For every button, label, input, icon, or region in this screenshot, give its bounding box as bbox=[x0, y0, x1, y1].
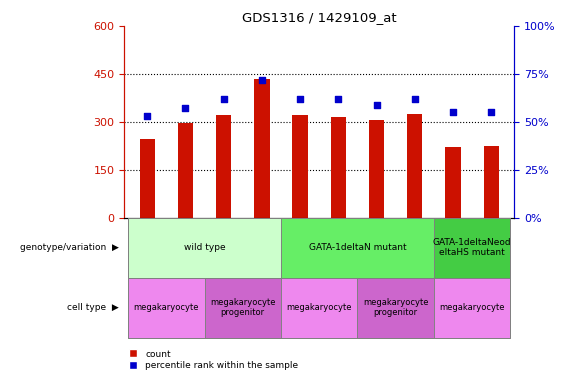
Bar bbox=[281, 217, 434, 278]
Bar bbox=[140, 140, 155, 218]
Point bbox=[334, 96, 343, 102]
Bar bbox=[281, 278, 358, 338]
Bar bbox=[205, 278, 281, 338]
Point bbox=[258, 77, 267, 83]
Bar bbox=[445, 147, 460, 218]
Bar bbox=[128, 217, 281, 278]
Point bbox=[295, 96, 305, 102]
Bar bbox=[358, 278, 434, 338]
Point bbox=[410, 96, 419, 102]
Point bbox=[486, 110, 496, 116]
Bar bbox=[434, 278, 510, 338]
Point bbox=[181, 105, 190, 111]
Text: GATA-1deltaN mutant: GATA-1deltaN mutant bbox=[308, 243, 406, 252]
Point bbox=[372, 102, 381, 108]
Text: megakaryocyte
progenitor: megakaryocyte progenitor bbox=[210, 298, 276, 317]
Title: GDS1316 / 1429109_at: GDS1316 / 1429109_at bbox=[242, 11, 397, 24]
Point bbox=[143, 113, 152, 119]
Text: cell type  ▶: cell type ▶ bbox=[67, 303, 119, 312]
Bar bbox=[407, 114, 423, 218]
Text: GATA-1deltaNeod
eltaHS mutant: GATA-1deltaNeod eltaHS mutant bbox=[433, 238, 511, 257]
Point bbox=[219, 96, 228, 102]
Legend: count, percentile rank within the sample: count, percentile rank within the sample bbox=[129, 350, 298, 370]
Bar bbox=[293, 116, 308, 218]
Bar bbox=[331, 117, 346, 218]
Text: megakaryocyte: megakaryocyte bbox=[286, 303, 352, 312]
Bar bbox=[484, 146, 499, 218]
Text: megakaryocyte: megakaryocyte bbox=[133, 303, 199, 312]
Text: megakaryocyte
progenitor: megakaryocyte progenitor bbox=[363, 298, 428, 317]
Point bbox=[449, 110, 458, 116]
Text: wild type: wild type bbox=[184, 243, 225, 252]
Bar bbox=[369, 120, 384, 218]
Bar bbox=[434, 217, 510, 278]
Text: genotype/variation  ▶: genotype/variation ▶ bbox=[20, 243, 119, 252]
Bar bbox=[254, 79, 270, 218]
Bar bbox=[128, 278, 205, 338]
Bar bbox=[216, 116, 231, 218]
Text: megakaryocyte: megakaryocyte bbox=[440, 303, 505, 312]
Bar bbox=[178, 123, 193, 218]
